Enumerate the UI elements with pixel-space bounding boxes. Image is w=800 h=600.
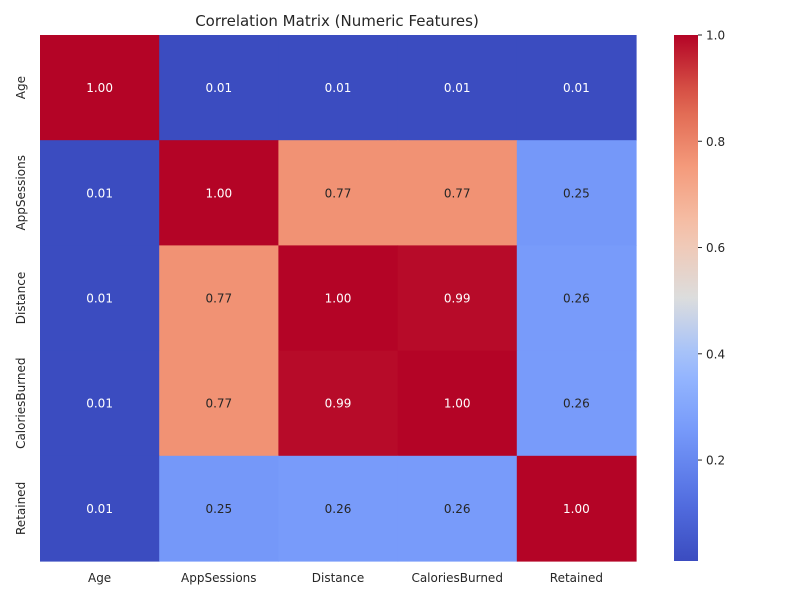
y-tick-label: Distance bbox=[14, 272, 28, 324]
heatmap-cell bbox=[40, 350, 160, 457]
heatmap-cell-value: 0.77 bbox=[325, 186, 352, 200]
heatmap-cell bbox=[159, 350, 279, 457]
heatmap-cell-value: 0.25 bbox=[205, 502, 232, 516]
heatmap-cell bbox=[40, 455, 160, 562]
heatmap-cell-value: 0.01 bbox=[205, 81, 232, 95]
heatmap-cell bbox=[278, 35, 399, 141]
heatmap-cell-value: 0.01 bbox=[563, 81, 590, 95]
heatmap-cell-value: 0.26 bbox=[563, 292, 590, 306]
heatmap-cell bbox=[159, 140, 279, 246]
colorbar: 0.2 0.4 0.6 0.8 1.0 bbox=[674, 29, 725, 561]
heatmap-cell bbox=[159, 245, 279, 352]
x-tick-label: Age bbox=[88, 571, 111, 585]
heatmap-cells: 1.00 0.01 0.01 0.01 0.01 0.01 1.00 0.77 0.77 0.25… bbox=[40, 35, 637, 562]
heatmap-cell bbox=[516, 245, 637, 352]
heatmap-cell-value: 1.00 bbox=[325, 292, 352, 306]
colorbar-tick-label: 0.2 bbox=[706, 454, 725, 468]
heatmap-cell bbox=[40, 245, 160, 352]
heatmap-cell-value: 0.26 bbox=[325, 502, 352, 516]
heatmap-cell bbox=[397, 35, 518, 141]
colorbar-tick-label: 0.6 bbox=[706, 241, 725, 255]
heatmap-cell bbox=[278, 140, 399, 246]
heatmap-cell-value: 0.77 bbox=[205, 397, 232, 411]
heatmap-cell bbox=[516, 350, 637, 457]
heatmap-cell bbox=[516, 455, 637, 562]
heatmap-cell bbox=[397, 140, 518, 246]
heatmap-cell-value: 1.00 bbox=[205, 186, 232, 200]
x-tick-label: Retained bbox=[550, 571, 603, 585]
heatmap-cell-value: 0.01 bbox=[86, 292, 113, 306]
heatmap-cell-value: 0.99 bbox=[444, 292, 471, 306]
y-tick-label: CaloriesBurned bbox=[14, 357, 28, 448]
heatmap-cell bbox=[397, 245, 518, 352]
heatmap-cell bbox=[278, 245, 399, 352]
heatmap-cell bbox=[278, 350, 399, 457]
heatmap-cell-value: 0.26 bbox=[563, 397, 590, 411]
heatmap-cell-value: 1.00 bbox=[563, 502, 590, 516]
heatmap-cell-value: 0.01 bbox=[86, 502, 113, 516]
heatmap-cell bbox=[40, 35, 160, 141]
heatmap-cell-value: 0.77 bbox=[205, 292, 232, 306]
heatmap-cell-value: 0.01 bbox=[86, 397, 113, 411]
heatmap-cell bbox=[397, 455, 518, 562]
heatmap-cell bbox=[278, 455, 399, 562]
heatmap-cell-value: 1.00 bbox=[444, 397, 471, 411]
heatmap-cell-value: 0.26 bbox=[444, 502, 471, 516]
y-axis-tick-labels: Age AppSessions Distance CaloriesBurned Reta… bbox=[14, 76, 28, 535]
heatmap-cell-value: 0.01 bbox=[444, 81, 471, 95]
heatmap-cell-value: 0.77 bbox=[444, 186, 471, 200]
heatmap-cell bbox=[159, 35, 279, 141]
chart-title: Correlation Matrix (Numeric Features) bbox=[195, 12, 479, 30]
colorbar-tick-label: 0.8 bbox=[706, 135, 725, 149]
heatmap-cell bbox=[397, 350, 518, 457]
y-tick-label: Retained bbox=[14, 482, 28, 535]
y-tick-label: Age bbox=[14, 76, 28, 99]
heatmap-cell bbox=[159, 455, 279, 562]
heatmap-cell-value: 0.99 bbox=[325, 397, 352, 411]
y-tick-label: AppSessions bbox=[14, 155, 28, 230]
x-tick-label: AppSessions bbox=[181, 571, 256, 585]
heatmap-cell bbox=[40, 140, 160, 246]
heatmap-cell bbox=[516, 35, 637, 141]
colorbar-tick-label: 0.4 bbox=[706, 347, 725, 361]
x-tick-label: Distance bbox=[312, 571, 364, 585]
heatmap-cell-value: 0.01 bbox=[86, 186, 113, 200]
x-axis-tick-labels: Age AppSessions Distance CaloriesBurned Reta… bbox=[88, 571, 603, 585]
colorbar-gradient bbox=[674, 35, 698, 561]
heatmap-cell-value: 0.01 bbox=[325, 81, 352, 95]
heatmap-cell bbox=[516, 140, 637, 246]
x-tick-label: CaloriesBurned bbox=[411, 571, 502, 585]
colorbar-tick-label: 1.0 bbox=[706, 29, 725, 43]
heatmap-cell-value: 0.25 bbox=[563, 186, 590, 200]
heatmap-cell-value: 1.00 bbox=[86, 81, 113, 95]
